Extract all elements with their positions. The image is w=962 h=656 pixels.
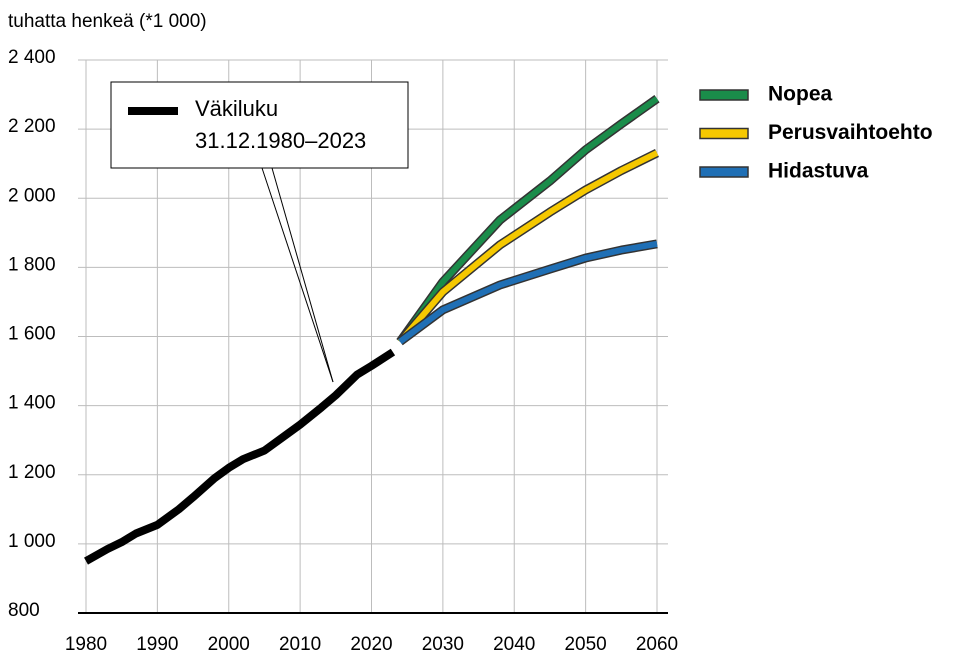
series-line bbox=[84, 348, 396, 565]
series-outline bbox=[396, 95, 660, 345]
y-tick-label: 800 bbox=[8, 600, 40, 621]
x-tick-label: 2000 bbox=[208, 634, 250, 655]
y-tick-label: 2 000 bbox=[8, 185, 56, 206]
legend-swatch bbox=[699, 166, 749, 178]
y-tick-label: 1 400 bbox=[8, 393, 56, 414]
legend-label: Nopea bbox=[768, 83, 833, 106]
y-tick-label: 2 400 bbox=[8, 47, 56, 68]
y-tick-label: 2 200 bbox=[8, 116, 56, 137]
y-tick-label: 1 600 bbox=[8, 324, 56, 345]
legend-label: Hidastuva bbox=[768, 160, 869, 183]
x-tick-label: 1990 bbox=[136, 634, 178, 655]
y-tick-label: 1 800 bbox=[8, 254, 56, 275]
series-line bbox=[397, 96, 659, 344]
legend-label: Väkiluku bbox=[195, 96, 278, 121]
series-line bbox=[398, 240, 658, 345]
x-tick-label: 2020 bbox=[350, 634, 392, 655]
annotation-box bbox=[110, 81, 409, 169]
callout-pointer bbox=[261, 167, 334, 383]
legend-swatch bbox=[699, 127, 749, 140]
y-tick-label: 1 200 bbox=[8, 462, 56, 483]
x-tick-label: 2060 bbox=[636, 634, 678, 655]
series-line bbox=[397, 150, 659, 344]
legend-label: Perusvaihtoehto bbox=[768, 121, 933, 144]
y-axis-label: tuhatta henkeä (*1 000) bbox=[8, 11, 207, 32]
x-tick-label: 2050 bbox=[564, 634, 606, 655]
legend-swatch bbox=[699, 89, 749, 101]
x-tick-label: 2010 bbox=[279, 634, 321, 655]
x-tick-label: 2030 bbox=[422, 634, 464, 655]
annotation: 31.12.1980–2023 bbox=[195, 128, 366, 153]
y-tick-label: 1 000 bbox=[8, 531, 56, 552]
callout-pointer bbox=[271, 167, 334, 383]
x-tick-label: 1980 bbox=[65, 634, 107, 655]
x-tick-label: 2040 bbox=[493, 634, 535, 655]
